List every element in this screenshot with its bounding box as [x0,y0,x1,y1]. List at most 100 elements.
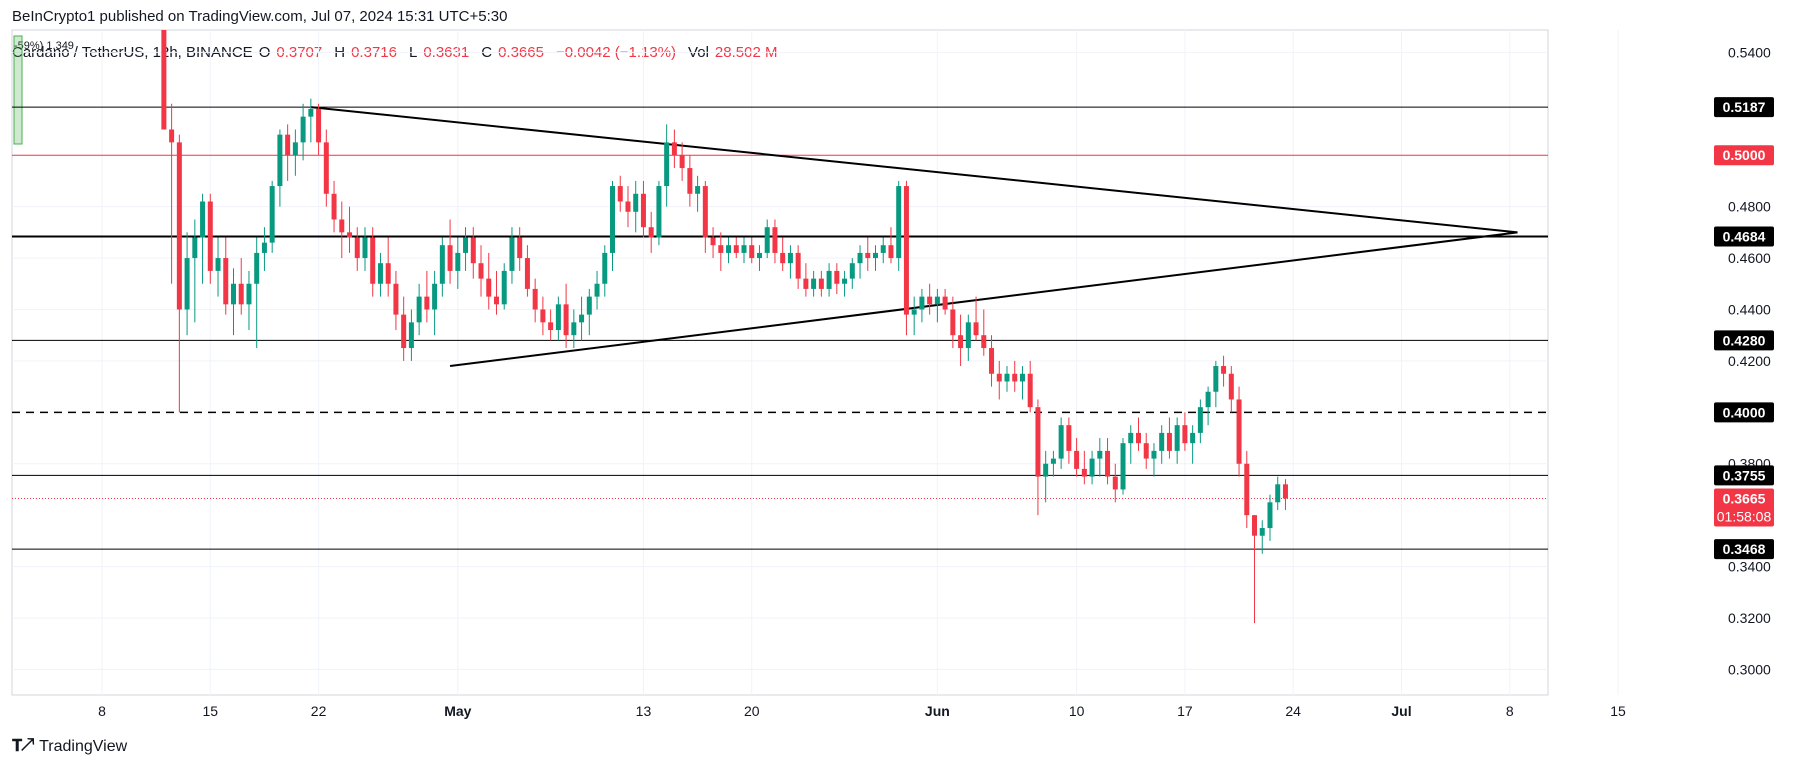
price-axis[interactable]: 0.54000.48000.46000.44000.42000.38000.34… [1728,44,1771,677]
level-tag-0.5187: 0.5187 [1714,97,1774,118]
candle [1282,479,1288,511]
candle [679,142,685,181]
candle [184,232,190,336]
level-tag-bg [1714,402,1774,423]
x-tick-label: 22 [311,703,327,719]
y-tick-label: 0.4400 [1728,301,1771,317]
candle-body [1112,476,1118,490]
candle [493,270,499,315]
candle [1012,360,1018,392]
candle-body [261,242,267,253]
candle-body [230,283,236,305]
candle-body [795,252,801,279]
level-tag-label: 0.5187 [1723,99,1766,115]
candle [726,237,732,264]
candle-body [447,245,453,271]
level-tag-bg [1714,226,1774,247]
candle-body [1066,425,1072,451]
trendline-upper [310,106,1518,234]
plot-frame [11,29,1549,696]
candle-body [865,252,871,259]
level-tag-label: 0.4684 [1723,228,1766,244]
candle [579,296,585,341]
candle [517,227,523,271]
corner-range-label: -59%) 1.349 [14,40,74,52]
candle [981,309,987,356]
candle [1236,386,1242,477]
candle [710,227,716,259]
level-tag-label: 0.3468 [1723,541,1766,557]
candle [594,270,600,310]
candle-body [532,288,538,310]
candle-body [478,263,484,279]
candle-body [934,296,940,305]
candle [950,296,956,349]
candle-body [695,186,701,194]
candle [958,314,964,367]
brand-name: TradingView [39,738,128,755]
candle [1066,417,1072,464]
x-tick-label: 8 [1506,703,1514,719]
candle-body [1252,515,1258,536]
candle [331,180,337,233]
candle-body [517,237,523,259]
candle [834,263,840,295]
candle [733,237,739,259]
candle [865,237,871,271]
candle [795,245,801,289]
level-tag-0.3468: 0.3468 [1714,539,1774,560]
time-axis[interactable]: 8 15 22 May 13 20 Jun 10 17 24 Jul 8 15 [98,703,1626,719]
candle [602,245,608,297]
candle-body [996,373,1002,382]
candle-body [432,283,438,310]
candle [1252,515,1258,624]
range-strip [13,35,23,145]
candle [1112,463,1118,503]
candle [161,30,167,130]
y-tick-label: 0.3200 [1728,610,1771,626]
candle-body [176,142,182,310]
candle [803,263,809,297]
candle [408,309,414,361]
candle-body [842,278,848,284]
candle-body [756,252,762,259]
candle-body [671,142,677,156]
candle-body [803,278,809,289]
candle [625,186,631,228]
candle-body [1027,373,1033,408]
candle-body [981,335,987,349]
candle [718,232,724,271]
tradingview-brand[interactable]: 𝐓↗ TradingView [12,738,127,756]
candle [223,237,229,315]
candle [671,129,677,169]
candle [965,314,971,361]
candle [424,270,430,323]
candle [269,180,275,253]
candle-body [965,322,971,349]
chart-legend: Cardano / TetherUS, 12h, BINANCE O 0.3707… [12,44,783,61]
candle-body [787,252,793,264]
candle [377,252,383,297]
candle-body [648,227,654,238]
candle-body [903,186,909,315]
candle [1089,450,1095,485]
candle [1019,366,1025,400]
candle-body [385,263,391,284]
candle [764,219,770,259]
candle-body [733,245,739,253]
candle [555,296,561,341]
candle-body [857,252,863,264]
candle-body [555,304,561,331]
candle [756,245,762,271]
candle-body [354,237,360,259]
level-tags: 0.5187 0.5000 0.4684 0.4280 0.4000 0.3755 0.34… [1714,97,1774,560]
candle [1213,360,1219,408]
candle-body [1151,450,1157,459]
candle [749,237,755,264]
candle-body [470,237,476,264]
level-tag-bg [1714,539,1774,560]
candle-body [1244,463,1250,516]
candle-body [292,142,298,156]
candle [1058,417,1064,469]
